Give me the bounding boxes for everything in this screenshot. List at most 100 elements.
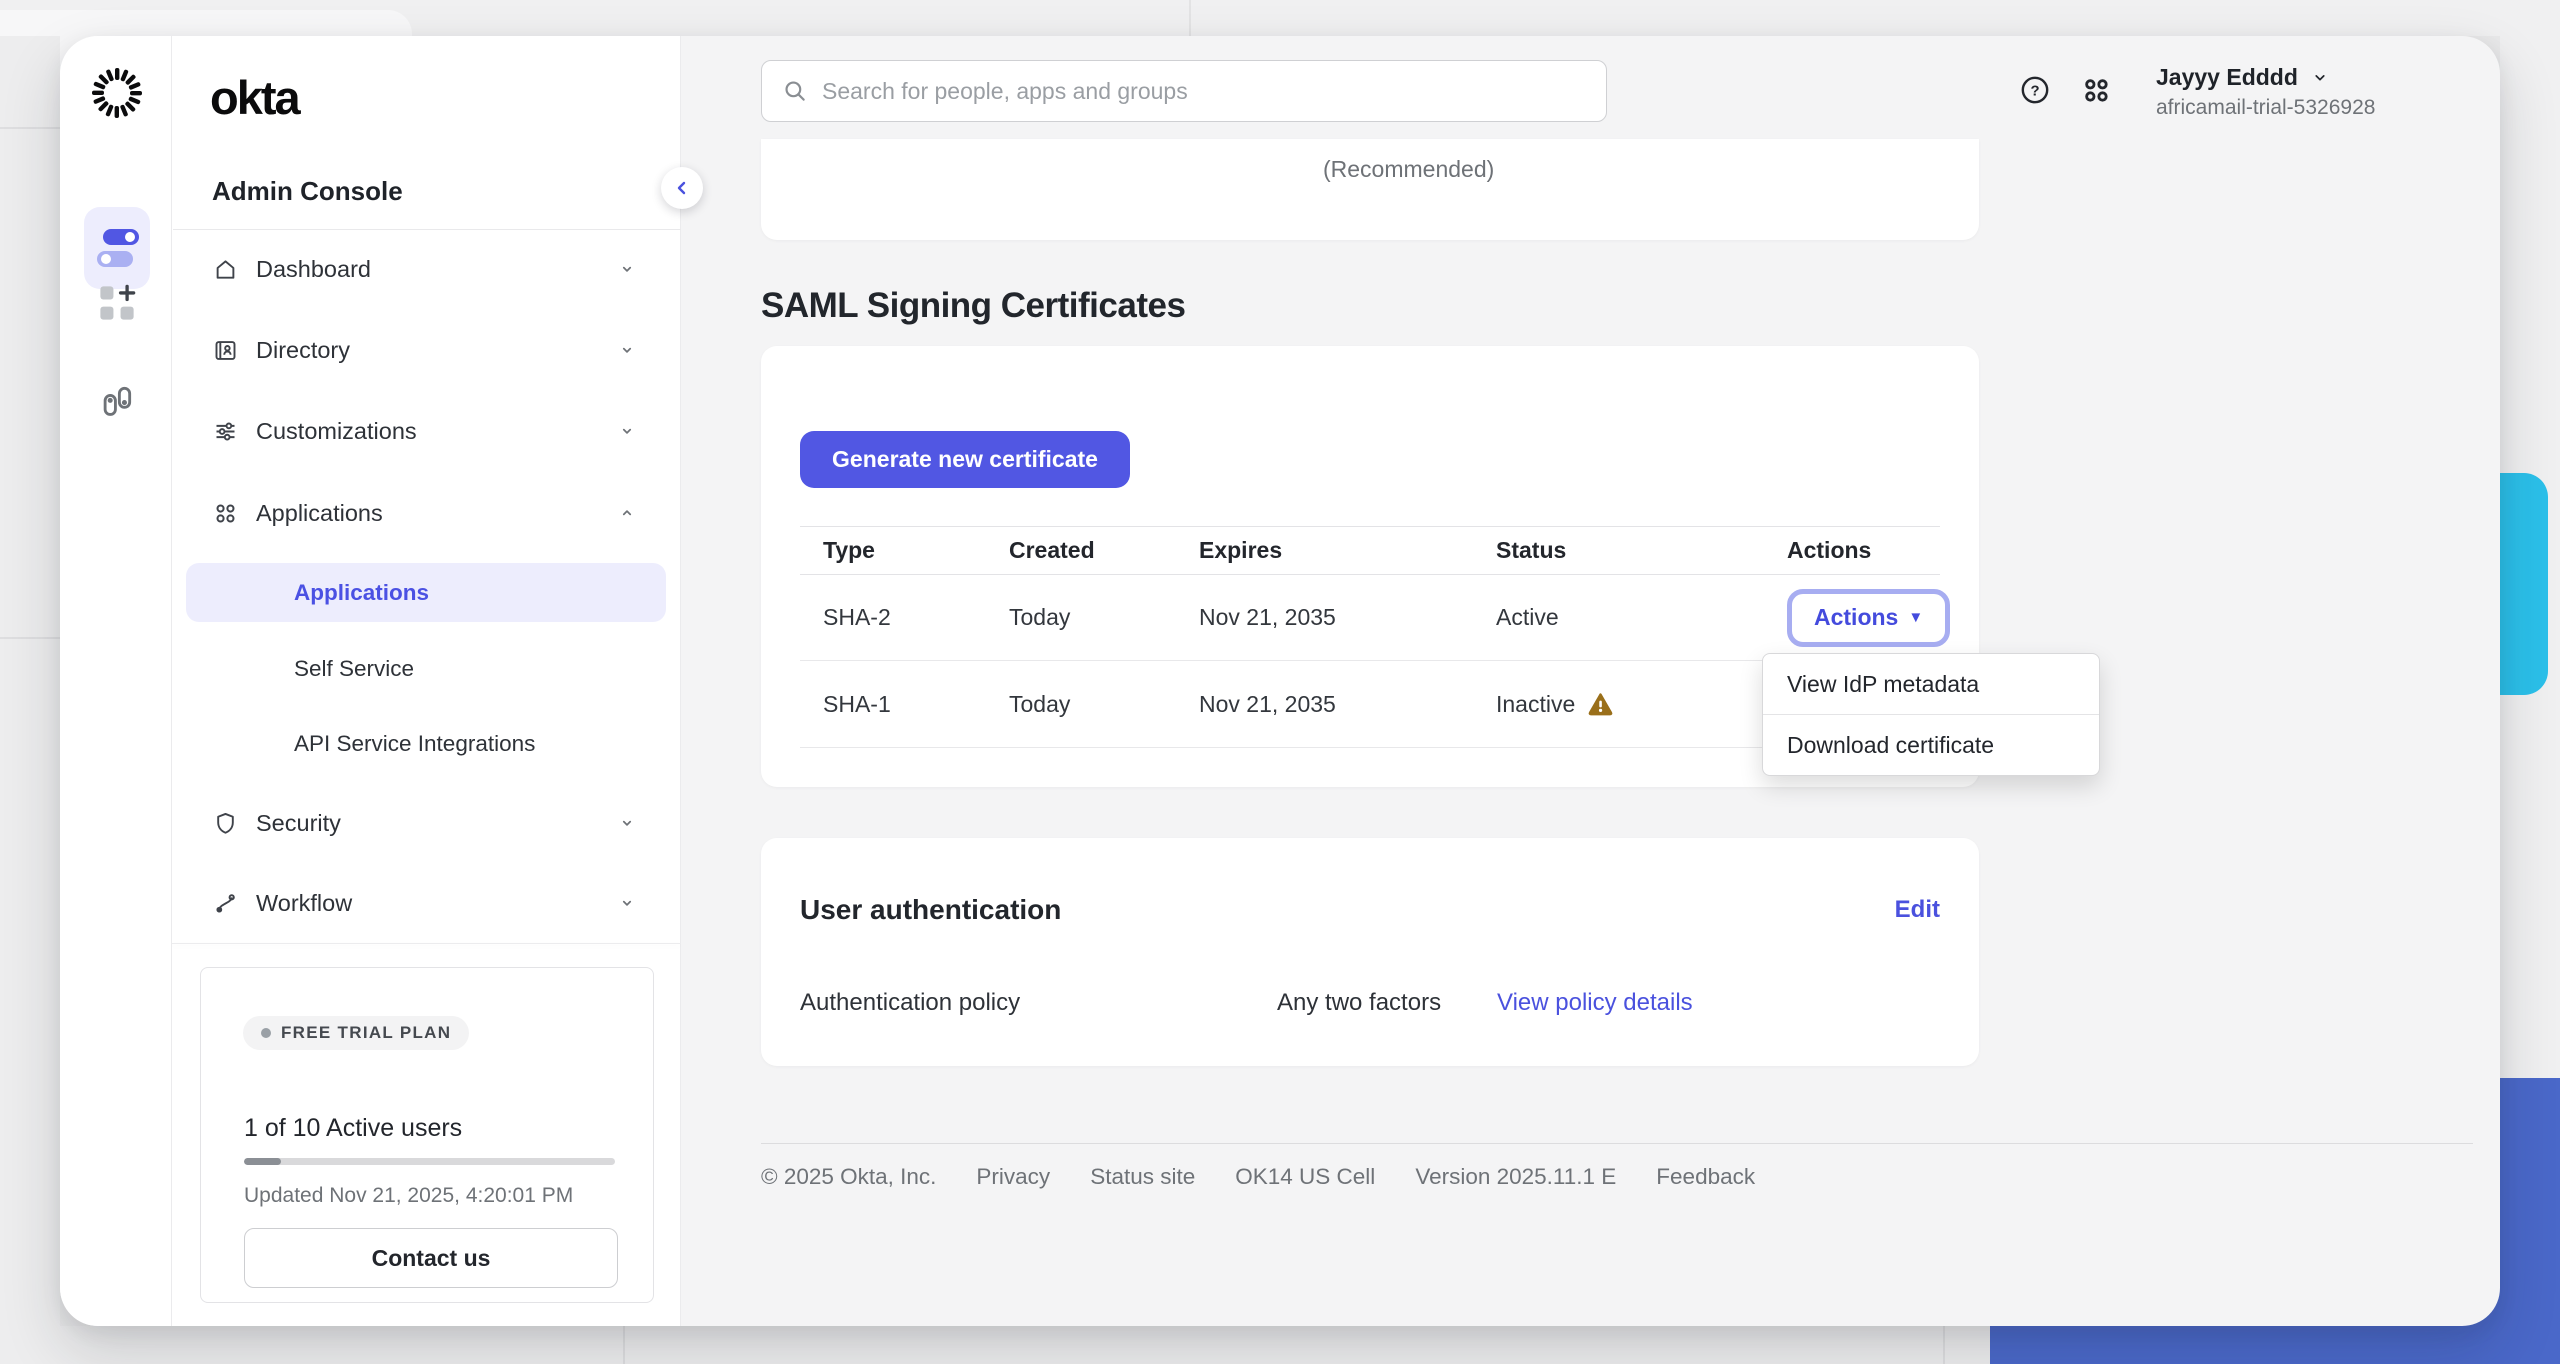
status-dot-icon (261, 1028, 271, 1038)
help-button[interactable]: ? (2018, 73, 2052, 107)
cert-type: SHA-2 (823, 604, 891, 630)
svg-text:?: ? (2030, 83, 2039, 99)
vertical-toggles-icon (103, 386, 132, 416)
recommended-note: (Recommended) (1323, 156, 1495, 182)
sidebar-item-applications[interactable]: Applications (172, 483, 681, 543)
footer-link-feedback[interactable]: Feedback (1656, 1164, 1756, 1189)
admin-console-window: okta Admin Console Dashboard Directory C… (60, 36, 2500, 1326)
col-header-created: Created (1009, 537, 1095, 563)
cert-created: Today (1009, 690, 1071, 717)
sidebar-subitem-applications[interactable]: Applications (294, 579, 430, 605)
generate-certificate-button[interactable]: Generate new certificate (800, 431, 1130, 488)
trial-plan-badge: FREE TRIAL PLAN (243, 1016, 470, 1050)
contact-us-button[interactable]: Contact us (244, 1228, 618, 1288)
sidebar-item-directory[interactable]: Directory (172, 320, 681, 380)
console-title: Admin Console (212, 176, 403, 206)
help-icon: ? (2021, 76, 2049, 104)
chevron-down-icon (622, 428, 632, 434)
rail-item-add-apps[interactable] (98, 284, 136, 322)
col-header-type: Type (823, 537, 875, 563)
footer-version-label: Version 2025.11.1 E (1415, 1164, 1617, 1189)
backdrop-divider (0, 637, 60, 639)
sidebar-item-dashboard[interactable]: Dashboard (172, 239, 681, 299)
active-users-count: 1 of 10 Active users (244, 1114, 463, 1142)
divider (172, 943, 681, 944)
table-header-row: Type Created Expires Status Actions (800, 526, 1940, 575)
cert-type: SHA-1 (823, 690, 891, 717)
table-row-sha1: SHA-1 Today Nov 21, 2035 Inactive (800, 661, 1940, 748)
policy-label: Authentication policy (800, 989, 1021, 1016)
col-header-expires: Expires (1199, 537, 1283, 563)
apps-grid-icon (216, 503, 235, 522)
usage-updated-timestamp: Updated Nov 21, 2025, 4:20:01 PM (244, 1184, 574, 1207)
backdrop-top-strip (0, 0, 2560, 36)
sidebar-subitem-self-service[interactable]: Self Service (294, 655, 415, 681)
policy-value: Any two factors (1277, 989, 1442, 1016)
backdrop-left-strip (0, 36, 60, 1326)
okta-aura-logo-icon (88, 64, 146, 122)
chevron-down-icon (622, 820, 632, 826)
user-menu[interactable]: Jayyy Edddd (2156, 64, 2330, 91)
trial-plan-card: FREE TRIAL PLAN 1 of 10 Active users Upd… (200, 967, 654, 1303)
active-subitem-highlight (186, 563, 666, 622)
sliders-icon (216, 422, 235, 440)
chevron-down-icon (2315, 74, 2325, 81)
view-policy-details-link[interactable]: View policy details (1497, 989, 1693, 1016)
cert-expires: Nov 21, 2035 (1199, 604, 1336, 630)
rail-item-admin-console[interactable] (84, 207, 150, 289)
sidebar-item-security[interactable]: Security (172, 793, 681, 853)
progress-fill (244, 1158, 282, 1165)
settings-card-partial: (Recommended) (761, 139, 1979, 240)
backdrop-divider (1943, 1326, 1945, 1364)
warning-icon (1588, 692, 1613, 715)
home-icon (216, 259, 235, 279)
sidebar-item-workflow[interactable]: Workflow (172, 873, 681, 933)
user-name-label: Jayyy Edddd (2156, 64, 2298, 90)
app-switcher-button[interactable] (2079, 73, 2113, 107)
col-header-actions: Actions (1787, 537, 1872, 563)
user-authentication-card: User authentication Edit Authentication … (761, 838, 1979, 1066)
chevron-down-icon (622, 900, 632, 906)
cert-created: Today (1009, 604, 1071, 630)
chevron-left-icon (677, 181, 686, 195)
search-icon (785, 81, 805, 101)
workflow-icon (216, 893, 235, 913)
icon-rail (60, 36, 172, 1326)
footer-copyright: © 2025 Okta, Inc. (761, 1164, 937, 1189)
sidebar-subitem-api-service-integrations[interactable]: API Service Integrations (294, 730, 536, 756)
certificates-table: Type Created Expires Status Actions SHA-… (800, 526, 1951, 748)
sidebar-collapse-button[interactable] (661, 167, 703, 209)
global-search[interactable] (761, 60, 1607, 122)
chevron-up-icon (622, 510, 632, 516)
footer-link-status-site[interactable]: Status site (1090, 1164, 1196, 1189)
card-title: User authentication (800, 894, 1062, 925)
actions-dropdown-button[interactable]: Actions ▼ (1787, 588, 1951, 647)
grid-dots-icon (2085, 79, 2108, 102)
edit-link[interactable]: Edit (1894, 896, 1940, 923)
divider (1763, 714, 2099, 715)
divider (173, 229, 681, 230)
menu-item-view-idp-metadata[interactable]: View IdP metadata (1787, 670, 1980, 697)
backdrop-divider (1189, 0, 1191, 36)
rail-item-consoles[interactable] (98, 382, 136, 420)
directory-icon (215, 340, 236, 360)
footer-link-privacy[interactable]: Privacy (976, 1164, 1051, 1189)
footer-cell-label: OK14 US Cell (1235, 1164, 1376, 1189)
cert-status: Inactive (1496, 690, 1576, 717)
caret-down-icon: ▼ (1908, 609, 1924, 626)
table-row-sha2: SHA-2 Today Nov 21, 2035 Active Actions … (800, 575, 1951, 661)
shield-icon (217, 812, 234, 834)
search-input[interactable] (822, 77, 1586, 105)
page-title: SAML Signing Certificates (761, 286, 1186, 325)
org-name-label: africamail-trial-5326928 (2156, 96, 2376, 119)
chevron-down-icon (622, 266, 632, 272)
menu-item-download-certificate[interactable]: Download certificate (1787, 731, 1995, 758)
cert-expires: Nov 21, 2035 (1199, 690, 1336, 717)
actions-dropdown-menu: View IdP metadata Download certificate (1762, 653, 2100, 776)
sidebar-item-customizations[interactable]: Customizations (172, 401, 681, 461)
footer: © 2025 Okta, Inc. Privacy Status site OK… (761, 1164, 1755, 1190)
col-header-status: Status (1496, 537, 1567, 563)
users-progress-bar (244, 1158, 615, 1165)
okta-wordmark: okta (210, 71, 301, 124)
